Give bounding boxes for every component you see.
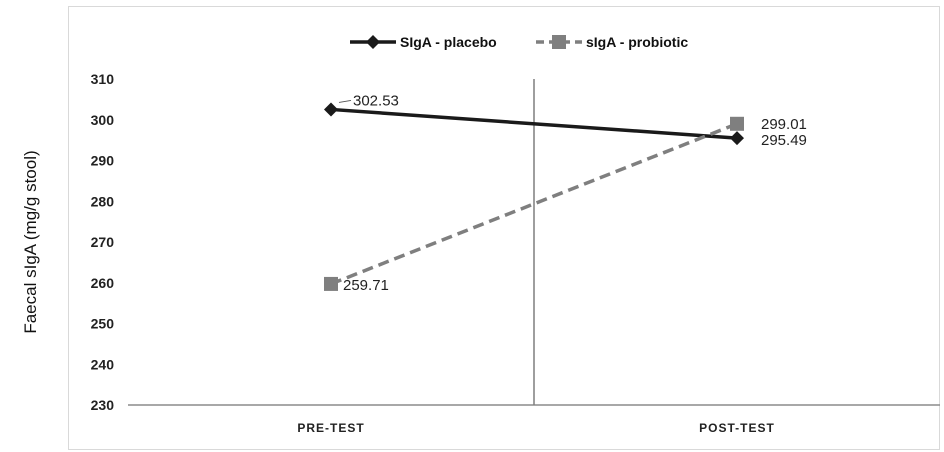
y-tick-label: 240 [91, 356, 115, 372]
y-tick-label: 260 [91, 275, 115, 291]
chart-frame [68, 6, 940, 450]
data-label: 259.71 [343, 277, 389, 294]
series-line-probiotic [330, 122, 738, 286]
series-line-placebo [330, 107, 738, 140]
y-axis-title: Faecal sIgA (mg/g stool) [21, 150, 40, 333]
y-tick-label: 250 [91, 316, 115, 332]
data-label: 299.01 [761, 116, 807, 133]
y-tick-label: 230 [91, 397, 115, 413]
axes: 230 240 250 260 270 280 290 300 310 PRE-TEST POST-… [91, 71, 940, 435]
label-leader [338, 99, 352, 103]
legend-marker [552, 35, 566, 49]
x-tick-label: POST-TEST [699, 421, 775, 435]
y-tick-label: 270 [91, 234, 115, 250]
data-point [730, 131, 744, 146]
data-label: 302.53 [353, 92, 399, 109]
y-tick-label: 280 [91, 193, 115, 209]
data-point [324, 102, 338, 117]
y-tick-label: 310 [91, 71, 115, 87]
data-point [730, 116, 744, 131]
legend-label: sIgA - probiotic [586, 34, 688, 50]
y-tick-label: 300 [91, 112, 115, 128]
legend: SIgA - placebo sIgA - probiotic [350, 34, 688, 50]
data-point [324, 276, 338, 291]
series-marks: 302.53 295.49 259.71 299.01 [324, 92, 807, 294]
legend-label: SIgA - placebo [400, 34, 497, 50]
y-tick-label: 290 [91, 153, 115, 169]
legend-marker [366, 35, 380, 49]
data-label: 295.49 [761, 132, 807, 149]
x-tick-label: PRE-TEST [297, 421, 364, 435]
